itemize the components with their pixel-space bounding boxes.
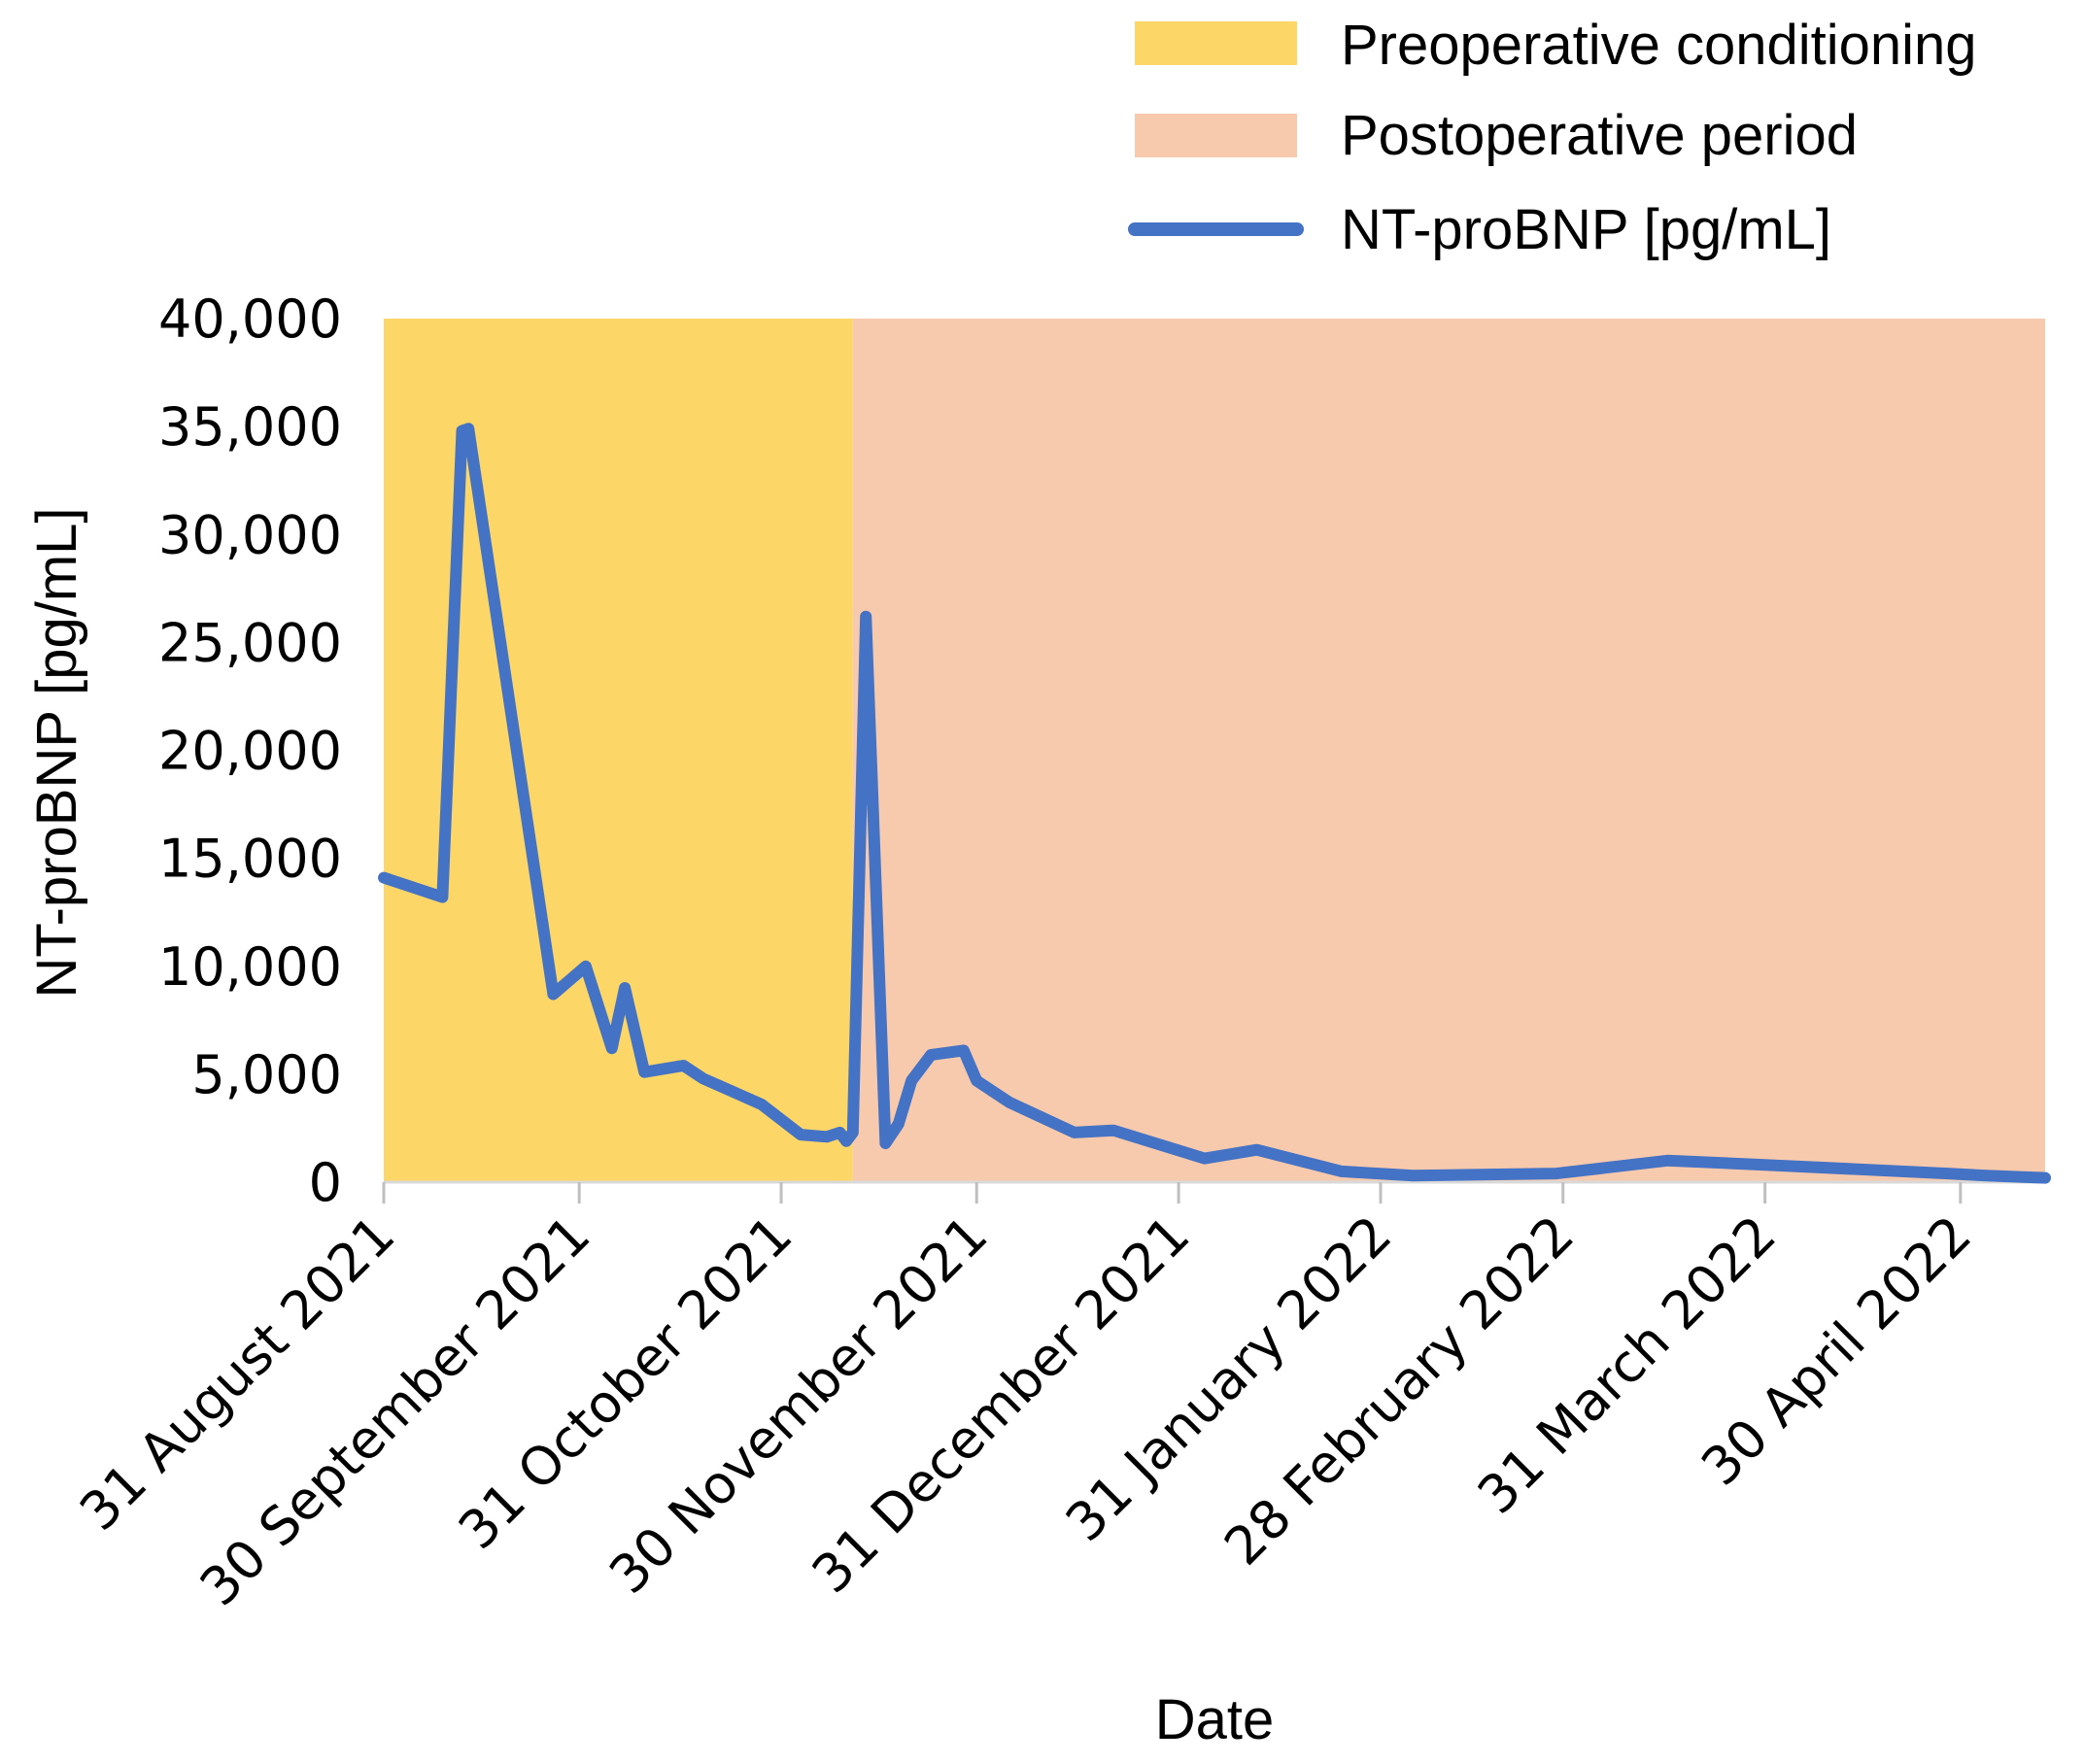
y-axis-ticks: 0 5,000 10,000 15,000 20,000 25,000 30,000 35,0… [158,288,342,1213]
y-tick-label: 0 [309,1152,342,1213]
period-band-1 [852,319,2046,1182]
x-tick-label: 30 September 2021 [188,1204,602,1618]
legend-label-postoperative: Postoperative period [1341,104,1858,167]
legend-label-preoperative: Preoperative conditioning [1341,14,1977,77]
y-tick-label: 30,000 [158,504,342,565]
legend: Preoperative conditioning Postoperative … [1128,14,1977,261]
y-tick-label: 20,000 [158,721,342,782]
y-axis-title: NT-proBNP [pg/mL] [25,507,88,998]
series-line-0 [378,423,2051,1184]
y-tick-label: 35,000 [158,396,342,458]
x-tick-label: 31 December 2021 [801,1204,1202,1606]
x-tick-label: 30 November 2021 [598,1204,999,1606]
series-layer [378,423,2051,1184]
legend-label-ntprobnp: NT-proBNP [pg/mL] [1341,198,1831,261]
x-tick-label: 28 February 2022 [1213,1204,1586,1577]
legend-swatch-postoperative [1135,114,1297,157]
x-tick-label: 31 October 2021 [447,1204,803,1561]
y-tick-label: 25,000 [158,612,342,673]
legend-swatch-preoperative [1135,21,1297,65]
y-tick-label: 5,000 [191,1044,342,1105]
x-axis-title: Date [1155,1688,1275,1751]
period-bands [384,319,2046,1182]
y-tick-label: 10,000 [158,936,342,998]
y-tick-label: 15,000 [158,829,342,890]
y-tick-label: 40,000 [158,288,342,350]
